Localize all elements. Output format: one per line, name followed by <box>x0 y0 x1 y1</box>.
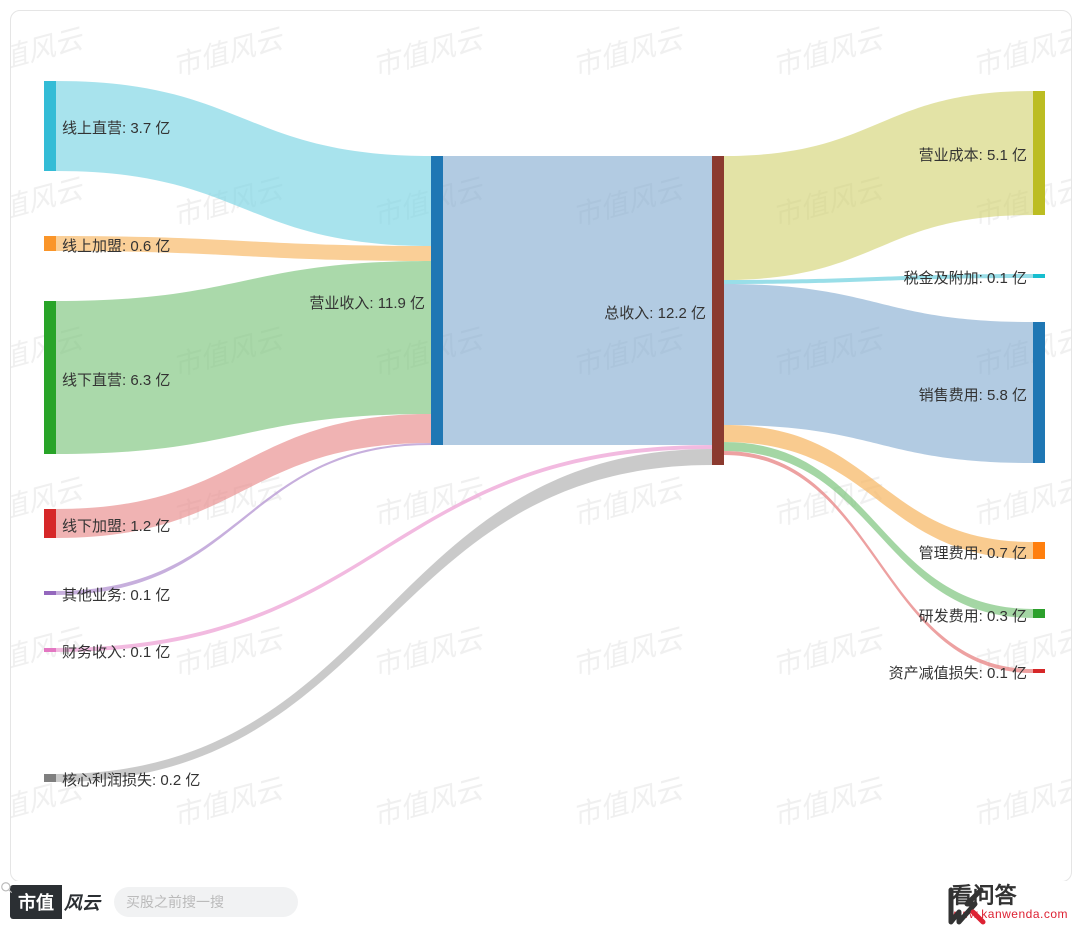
sankey-node-offline_direct <box>44 301 56 454</box>
brand-light-text: 风云 <box>62 885 106 919</box>
brand-logo: 市值 风云 <box>10 886 106 918</box>
node-label-admin_expense: 管理费用: 0.7 亿 <box>919 542 1027 563</box>
brand-dark-text: 市值 <box>10 885 62 919</box>
node-label-sales_expense: 销售费用: 5.8 亿 <box>919 384 1027 405</box>
sankey-link <box>56 81 431 246</box>
node-label-offline_direct: 线下直营: 6.3 亿 <box>62 369 170 390</box>
sankey-link <box>724 442 1033 618</box>
sankey-node-total_revenue <box>712 156 724 465</box>
node-label-core_loss: 核心利润损失: 0.2 亿 <box>62 769 200 790</box>
search-placeholder: 买股之前搜一搜 <box>126 892 224 912</box>
sankey-link <box>724 91 1033 280</box>
node-label-online_franchise: 线上加盟: 0.6 亿 <box>62 235 170 256</box>
sankey-node-finance_income <box>44 648 56 652</box>
sankey-node-admin_expense <box>1033 542 1045 559</box>
node-label-tax_extra: 税金及附加: 0.1 亿 <box>904 267 1027 288</box>
sankey-node-sales_expense <box>1033 322 1045 463</box>
node-label-rnd_expense: 研发费用: 0.3 亿 <box>919 605 1027 626</box>
search-icon <box>0 881 14 895</box>
sankey-svg <box>11 11 1071 881</box>
node-label-impairment: 资产减值损失: 0.1 亿 <box>889 662 1027 683</box>
node-label-offline_franchise: 线下加盟: 1.2 亿 <box>62 515 170 536</box>
sankey-node-core_loss <box>44 774 56 782</box>
sankey-node-online_direct <box>44 81 56 171</box>
kanwenda-logo: 看问答 www.kanwenda.com <box>945 884 1068 921</box>
sankey-node-op_revenue <box>431 156 443 445</box>
sankey-node-impairment <box>1033 669 1045 673</box>
sankey-node-op_cost <box>1033 91 1045 215</box>
sankey-node-offline_franchise <box>44 509 56 538</box>
sankey-node-rnd_expense <box>1033 609 1045 618</box>
sankey-link <box>443 156 712 445</box>
sankey-node-tax_extra <box>1033 274 1045 278</box>
node-label-total_revenue: 总收入: 12.2 亿 <box>604 302 706 323</box>
sankey-node-online_franchise <box>44 236 56 251</box>
node-label-op_revenue: 营业收入: 11.9 亿 <box>309 292 425 313</box>
node-label-other_biz: 其他业务: 0.1 亿 <box>62 584 170 605</box>
kanwenda-icon <box>945 884 989 928</box>
search-box[interactable]: 买股之前搜一搜 <box>114 887 298 917</box>
sankey-chart-frame: 市值风云市值风云市值风云市值风云市值风云市值风云市值风云市值风云市值风云市值风云… <box>10 10 1072 882</box>
node-label-online_direct: 线上直营: 3.7 亿 <box>62 117 170 138</box>
bottom-bar: 市值 风云 买股之前搜一搜 看问答 www.kanwenda.com <box>0 881 1080 923</box>
sankey-node-other_biz <box>44 591 56 595</box>
node-label-finance_income: 财务收入: 0.1 亿 <box>62 641 170 662</box>
node-label-op_cost: 营业成本: 5.1 亿 <box>919 144 1027 165</box>
